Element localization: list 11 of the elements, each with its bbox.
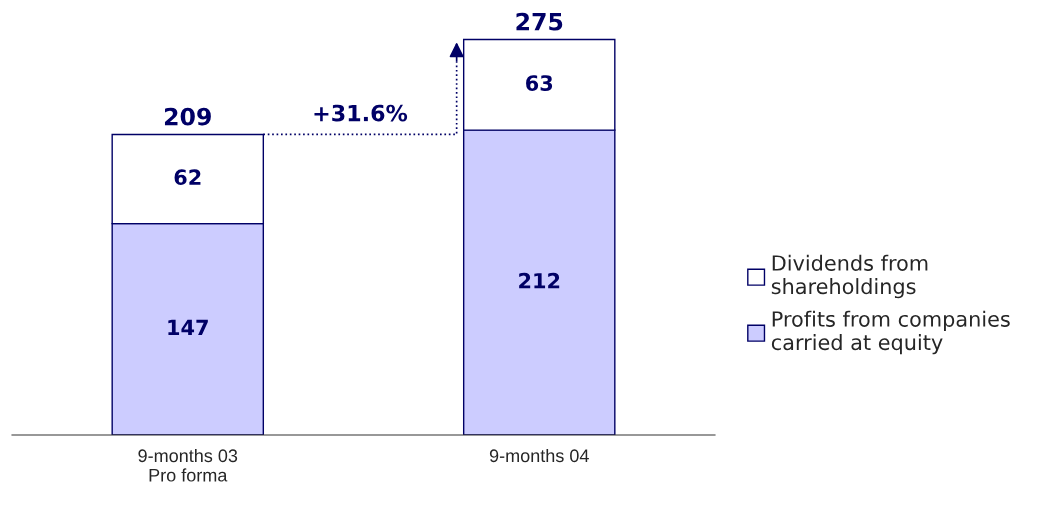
data-label: 212 <box>519 272 560 289</box>
annotation: +31.6% <box>314 104 408 122</box>
legend-label: Profits from companies carried at equity <box>771 310 1010 355</box>
legend-label: Dividends from shareholdings <box>771 254 928 299</box>
total-label: 209 <box>164 107 211 126</box>
data-label: 62 <box>174 169 201 186</box>
total-label: 275 <box>516 12 563 31</box>
x-tick-label: 9-months 04 <box>489 448 589 463</box>
data-label: 63 <box>526 75 553 91</box>
data-label: 147 <box>168 319 208 336</box>
x-tick-label: 9-months 03 Pro forma <box>138 448 238 482</box>
